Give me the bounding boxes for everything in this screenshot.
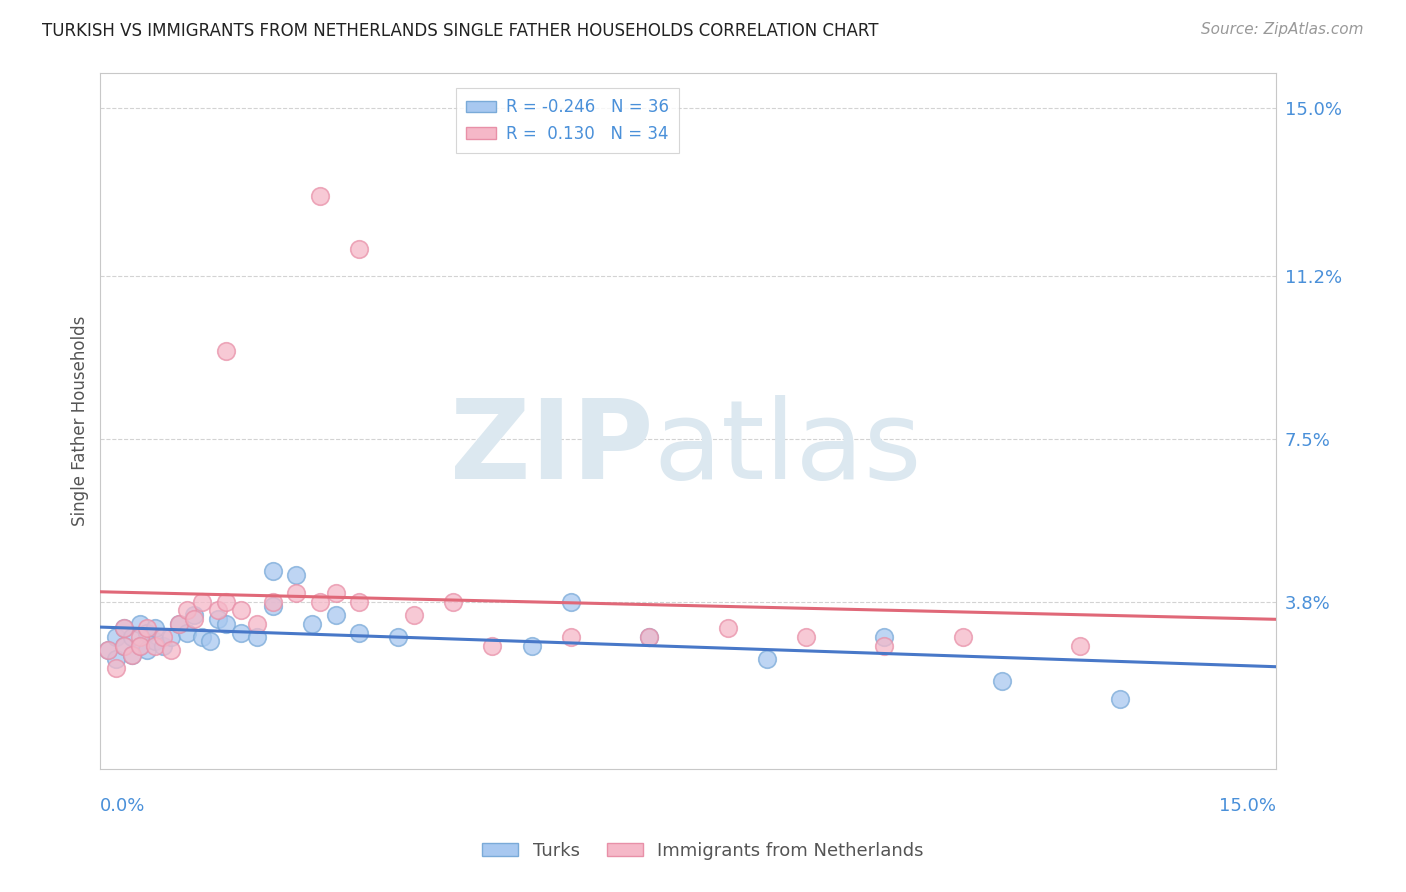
Point bbox=[215, 595, 238, 609]
Point bbox=[347, 242, 370, 256]
Point bbox=[152, 630, 174, 644]
Point bbox=[112, 639, 135, 653]
Point bbox=[246, 630, 269, 644]
Point bbox=[231, 625, 253, 640]
Point bbox=[136, 643, 159, 657]
Point bbox=[560, 595, 582, 609]
Point bbox=[285, 568, 308, 582]
Point bbox=[97, 643, 120, 657]
Point bbox=[441, 595, 464, 609]
Point bbox=[167, 616, 190, 631]
Point bbox=[215, 343, 238, 358]
Point bbox=[128, 639, 150, 653]
Point bbox=[121, 630, 143, 644]
Point bbox=[143, 639, 166, 653]
Point bbox=[198, 634, 221, 648]
Point bbox=[325, 607, 347, 622]
Point bbox=[136, 621, 159, 635]
Point bbox=[128, 630, 150, 644]
Point bbox=[309, 595, 332, 609]
Point bbox=[231, 603, 253, 617]
Point bbox=[481, 639, 503, 653]
Point bbox=[191, 595, 214, 609]
Point bbox=[143, 634, 166, 648]
Point bbox=[207, 612, 229, 626]
Point bbox=[121, 648, 143, 662]
Text: atlas: atlas bbox=[652, 395, 921, 502]
Point bbox=[191, 630, 214, 644]
Point bbox=[347, 625, 370, 640]
Point bbox=[183, 607, 205, 622]
Point bbox=[1069, 639, 1091, 653]
Point bbox=[347, 595, 370, 609]
Point bbox=[112, 639, 135, 653]
Point bbox=[207, 603, 229, 617]
Point bbox=[105, 630, 128, 644]
Point bbox=[105, 652, 128, 666]
Point bbox=[1108, 691, 1130, 706]
Point bbox=[560, 630, 582, 644]
Point bbox=[143, 621, 166, 635]
Point bbox=[121, 648, 143, 662]
Point bbox=[285, 586, 308, 600]
Point bbox=[755, 652, 778, 666]
Point bbox=[262, 564, 284, 578]
Legend: R = -0.246   N = 36, R =  0.130   N = 34: R = -0.246 N = 36, R = 0.130 N = 34 bbox=[456, 88, 679, 153]
Point bbox=[520, 639, 543, 653]
Point bbox=[991, 673, 1014, 688]
Text: 15.0%: 15.0% bbox=[1219, 797, 1277, 815]
Point bbox=[301, 616, 323, 631]
Point bbox=[160, 630, 183, 644]
Point bbox=[176, 625, 198, 640]
Point bbox=[136, 625, 159, 640]
Point bbox=[167, 616, 190, 631]
Point bbox=[794, 630, 817, 644]
Point bbox=[873, 639, 896, 653]
Point bbox=[128, 616, 150, 631]
Point bbox=[638, 630, 661, 644]
Legend: Turks, Immigrants from Netherlands: Turks, Immigrants from Netherlands bbox=[475, 835, 931, 867]
Point bbox=[402, 607, 425, 622]
Point bbox=[262, 595, 284, 609]
Point bbox=[716, 621, 738, 635]
Point bbox=[160, 643, 183, 657]
Point bbox=[387, 630, 409, 644]
Point bbox=[112, 621, 135, 635]
Point bbox=[262, 599, 284, 613]
Point bbox=[97, 643, 120, 657]
Point bbox=[246, 616, 269, 631]
Point bbox=[183, 612, 205, 626]
Point bbox=[112, 621, 135, 635]
Text: TURKISH VS IMMIGRANTS FROM NETHERLANDS SINGLE FATHER HOUSEHOLDS CORRELATION CHAR: TURKISH VS IMMIGRANTS FROM NETHERLANDS S… bbox=[42, 22, 879, 40]
Point bbox=[176, 603, 198, 617]
Text: ZIP: ZIP bbox=[450, 395, 652, 502]
Point bbox=[128, 639, 150, 653]
Point bbox=[638, 630, 661, 644]
Point bbox=[215, 616, 238, 631]
Point bbox=[309, 189, 332, 203]
Point bbox=[952, 630, 974, 644]
Point bbox=[325, 586, 347, 600]
Point bbox=[873, 630, 896, 644]
Text: 0.0%: 0.0% bbox=[100, 797, 146, 815]
Y-axis label: Single Father Households: Single Father Households bbox=[72, 316, 89, 526]
Text: Source: ZipAtlas.com: Source: ZipAtlas.com bbox=[1201, 22, 1364, 37]
Point bbox=[152, 639, 174, 653]
Point bbox=[105, 661, 128, 675]
